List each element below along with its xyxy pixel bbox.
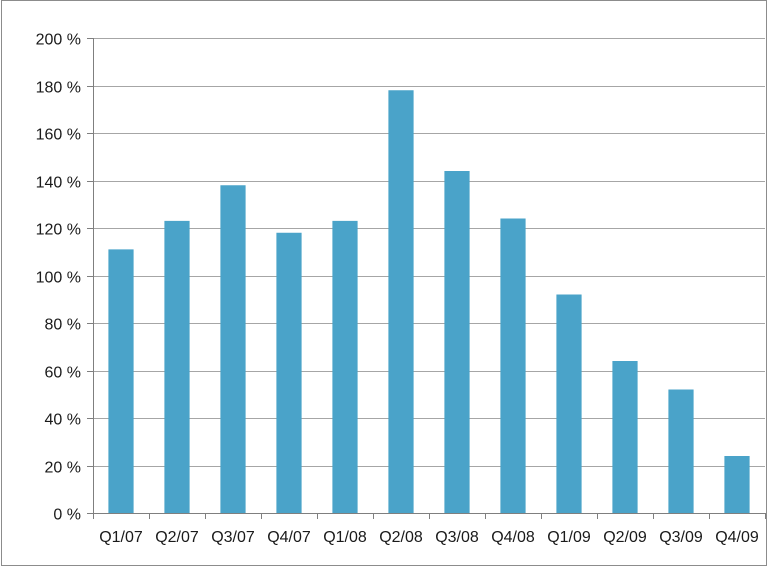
- x-tick-label: Q3/07: [211, 529, 255, 546]
- bar-q2-07: [164, 220, 190, 514]
- y-tick-label: 200 %: [36, 32, 81, 49]
- bar-q2-08: [388, 90, 414, 513]
- bar-q1-07: [108, 249, 134, 514]
- x-tick-labels: Q1/07 Q2/07 Q3/07 Q4/07 Q1/08 Q2/08 Q3/08 Q4/08…: [99, 529, 759, 546]
- x-tick-label: Q1/07: [99, 529, 143, 546]
- x-tick-label: Q3/08: [435, 529, 479, 546]
- y-tick-labels: 0 % 20 % 40 % 60 % 80 % 100 % 120 % 140 % 160 % 1…: [36, 32, 81, 524]
- x-tick-label: Q2/09: [603, 529, 647, 546]
- bar-q4-09: [724, 456, 750, 513]
- y-tick-label: 140 %: [36, 175, 81, 192]
- x-tick-label: Q4/09: [715, 529, 759, 546]
- bar-q4-08: [500, 218, 526, 513]
- bar-q1-09: [556, 294, 582, 513]
- x-tick-label: Q1/08: [323, 529, 367, 546]
- bar-q4-07: [276, 232, 302, 513]
- y-tick-label: 40 %: [45, 412, 81, 429]
- y-tick-label: 80 %: [45, 317, 81, 334]
- y-tick-label: 120 %: [36, 222, 81, 239]
- x-tick-label: Q4/07: [267, 529, 311, 546]
- y-tick-label: 100 %: [36, 270, 81, 287]
- y-tick-label: 20 %: [45, 460, 81, 477]
- bars: [108, 90, 750, 514]
- axes: [87, 38, 766, 519]
- y-tick-label: 160 %: [36, 127, 81, 144]
- x-tick-label: Q4/08: [491, 529, 535, 546]
- bar-q2-09: [612, 361, 638, 513]
- y-tick-label: 0 %: [53, 507, 81, 524]
- x-tick-label: Q1/09: [547, 529, 591, 546]
- x-tick-label: Q2/07: [155, 529, 199, 546]
- x-tick-label: Q2/08: [379, 529, 423, 546]
- y-tick-label: 60 %: [45, 365, 81, 382]
- gridlines: [93, 38, 765, 467]
- y-tick-label: 180 %: [36, 80, 81, 97]
- bar-q1-08: [332, 220, 358, 514]
- bar-q3-08: [444, 171, 470, 513]
- x-tick-label: Q3/09: [659, 529, 703, 546]
- bar-q3-09: [668, 389, 694, 513]
- bar-q3-07: [220, 185, 246, 513]
